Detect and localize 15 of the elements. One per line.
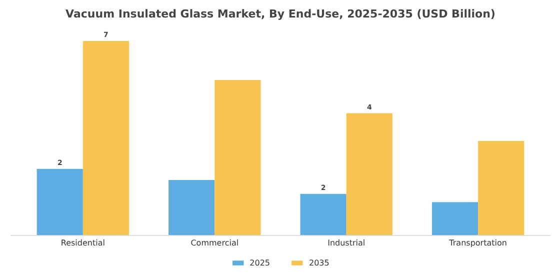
bar xyxy=(214,80,261,236)
legend-label: 2025 xyxy=(250,258,270,267)
bar xyxy=(82,41,130,236)
bar xyxy=(36,168,83,236)
x-tick-label: Residential xyxy=(60,238,105,248)
bar xyxy=(300,194,346,236)
bar xyxy=(346,113,392,236)
legend-label: 2035 xyxy=(309,258,330,267)
bar xyxy=(432,202,478,236)
chart-title: Vacuum Insulated Glass Market, By End-Use, 2025-2035 (USD Billion) xyxy=(66,8,496,20)
x-tick-label: Transportation xyxy=(448,238,507,248)
x-tick-label: Commercial xyxy=(190,238,239,248)
x-tick-label: Industrial xyxy=(328,238,366,248)
bar xyxy=(168,180,215,236)
bar xyxy=(478,141,524,236)
